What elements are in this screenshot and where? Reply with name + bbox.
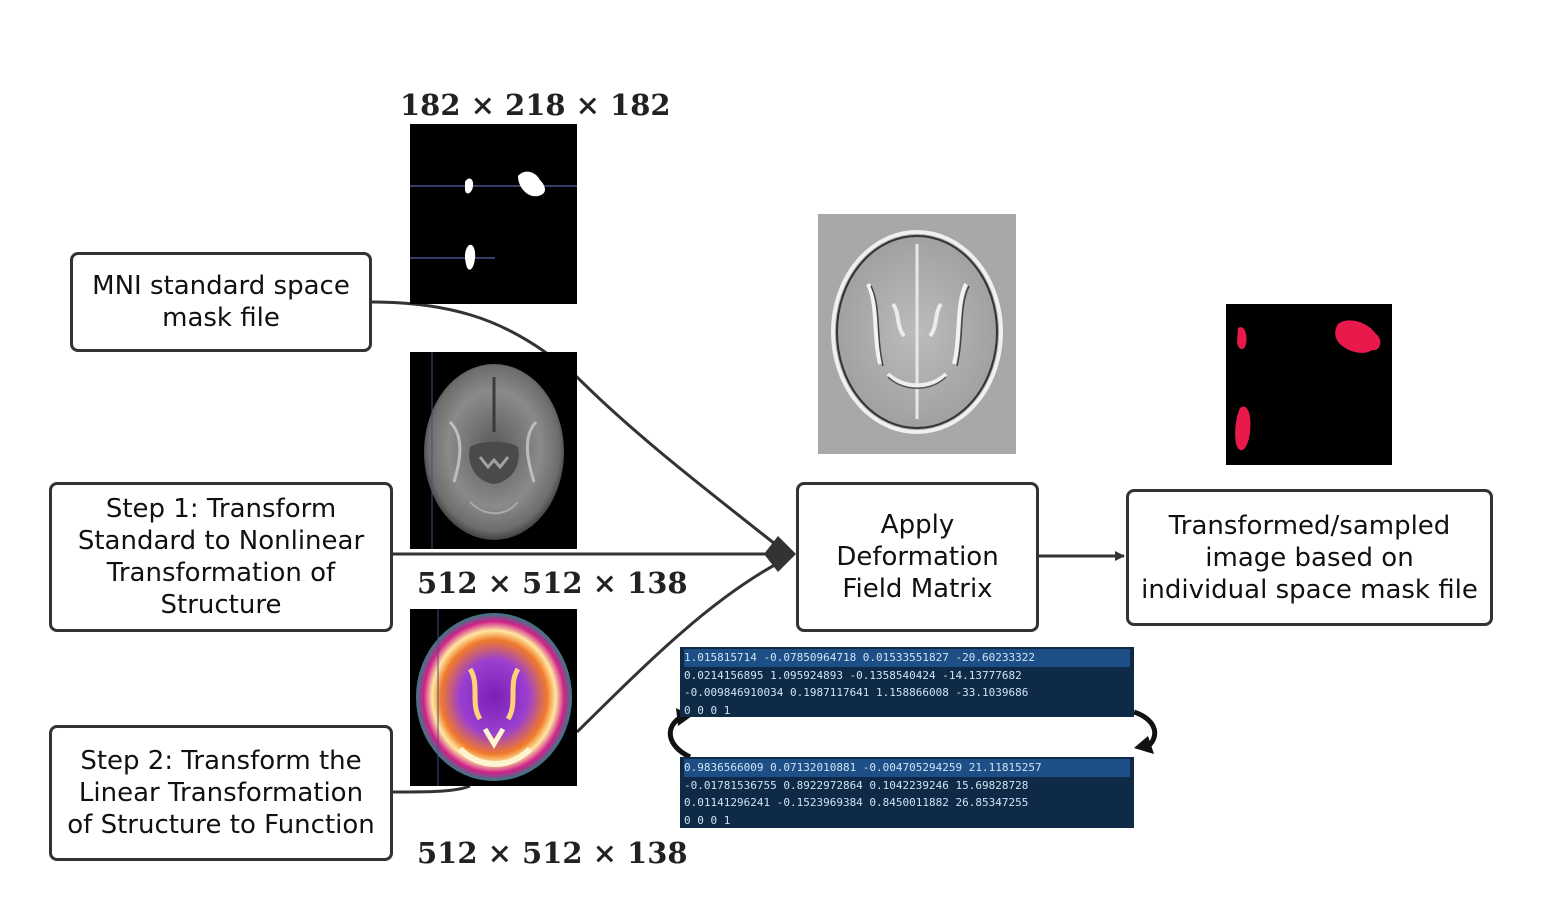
upper-transform-matrix: 1.015815714 -0.07850964718 0.01533551827… xyxy=(680,647,1134,717)
mni-mask-box: MNI standard space mask file xyxy=(70,252,372,352)
structural-mri-image xyxy=(410,352,577,549)
matrix-row: 0.9836566009 0.07132010881 -0.0047052942… xyxy=(684,759,1130,777)
matrix-row: 0.0214156895 1.095924893 -0.1358540424 -… xyxy=(684,668,1022,682)
merge-diamond xyxy=(764,536,796,572)
matrix-row: 1.015815714 -0.07850964718 0.01533551827… xyxy=(684,649,1130,667)
matrix-row: 0 0 0 1 xyxy=(684,813,731,827)
step2-to-apply-connector xyxy=(392,560,781,794)
mask-to-apply-connector xyxy=(371,300,781,550)
matrix-row: 0 0 0 1 xyxy=(684,703,731,717)
apply-deformation-box: Apply Deformation Field Matrix xyxy=(796,482,1039,632)
matrix-row: -0.009846910034 0.1987117641 1.158866008… xyxy=(684,686,1029,699)
lower-transform-matrix: 0.9836566009 0.07132010881 -0.0047052942… xyxy=(680,757,1134,828)
functional-dimensions-label: 512 × 512 × 138 xyxy=(417,836,688,870)
step1-box: Step 1: Transform Standard to Nonlinear … xyxy=(49,482,393,632)
result-box: Transformed/sampled image based on indiv… xyxy=(1126,489,1493,626)
mni-mask-image xyxy=(410,124,577,304)
matrix-row: -0.01781536755 0.8922972864 0.1042239246… xyxy=(684,778,1029,792)
swap-right-arrowhead-icon xyxy=(1134,736,1154,754)
structural-dimensions-label: 512 × 512 × 138 xyxy=(417,566,688,600)
step2-box: Step 2: Transform the Linear Transformat… xyxy=(49,725,393,861)
result-mask-image xyxy=(1226,304,1392,465)
deformation-field-image xyxy=(818,214,1016,454)
mask-dimensions-label: 182 × 218 × 182 xyxy=(400,88,671,122)
matrix-row: 0.01141296241 -0.1523969384 0.8450011882… xyxy=(684,796,1029,809)
functional-pet-image xyxy=(410,609,577,786)
